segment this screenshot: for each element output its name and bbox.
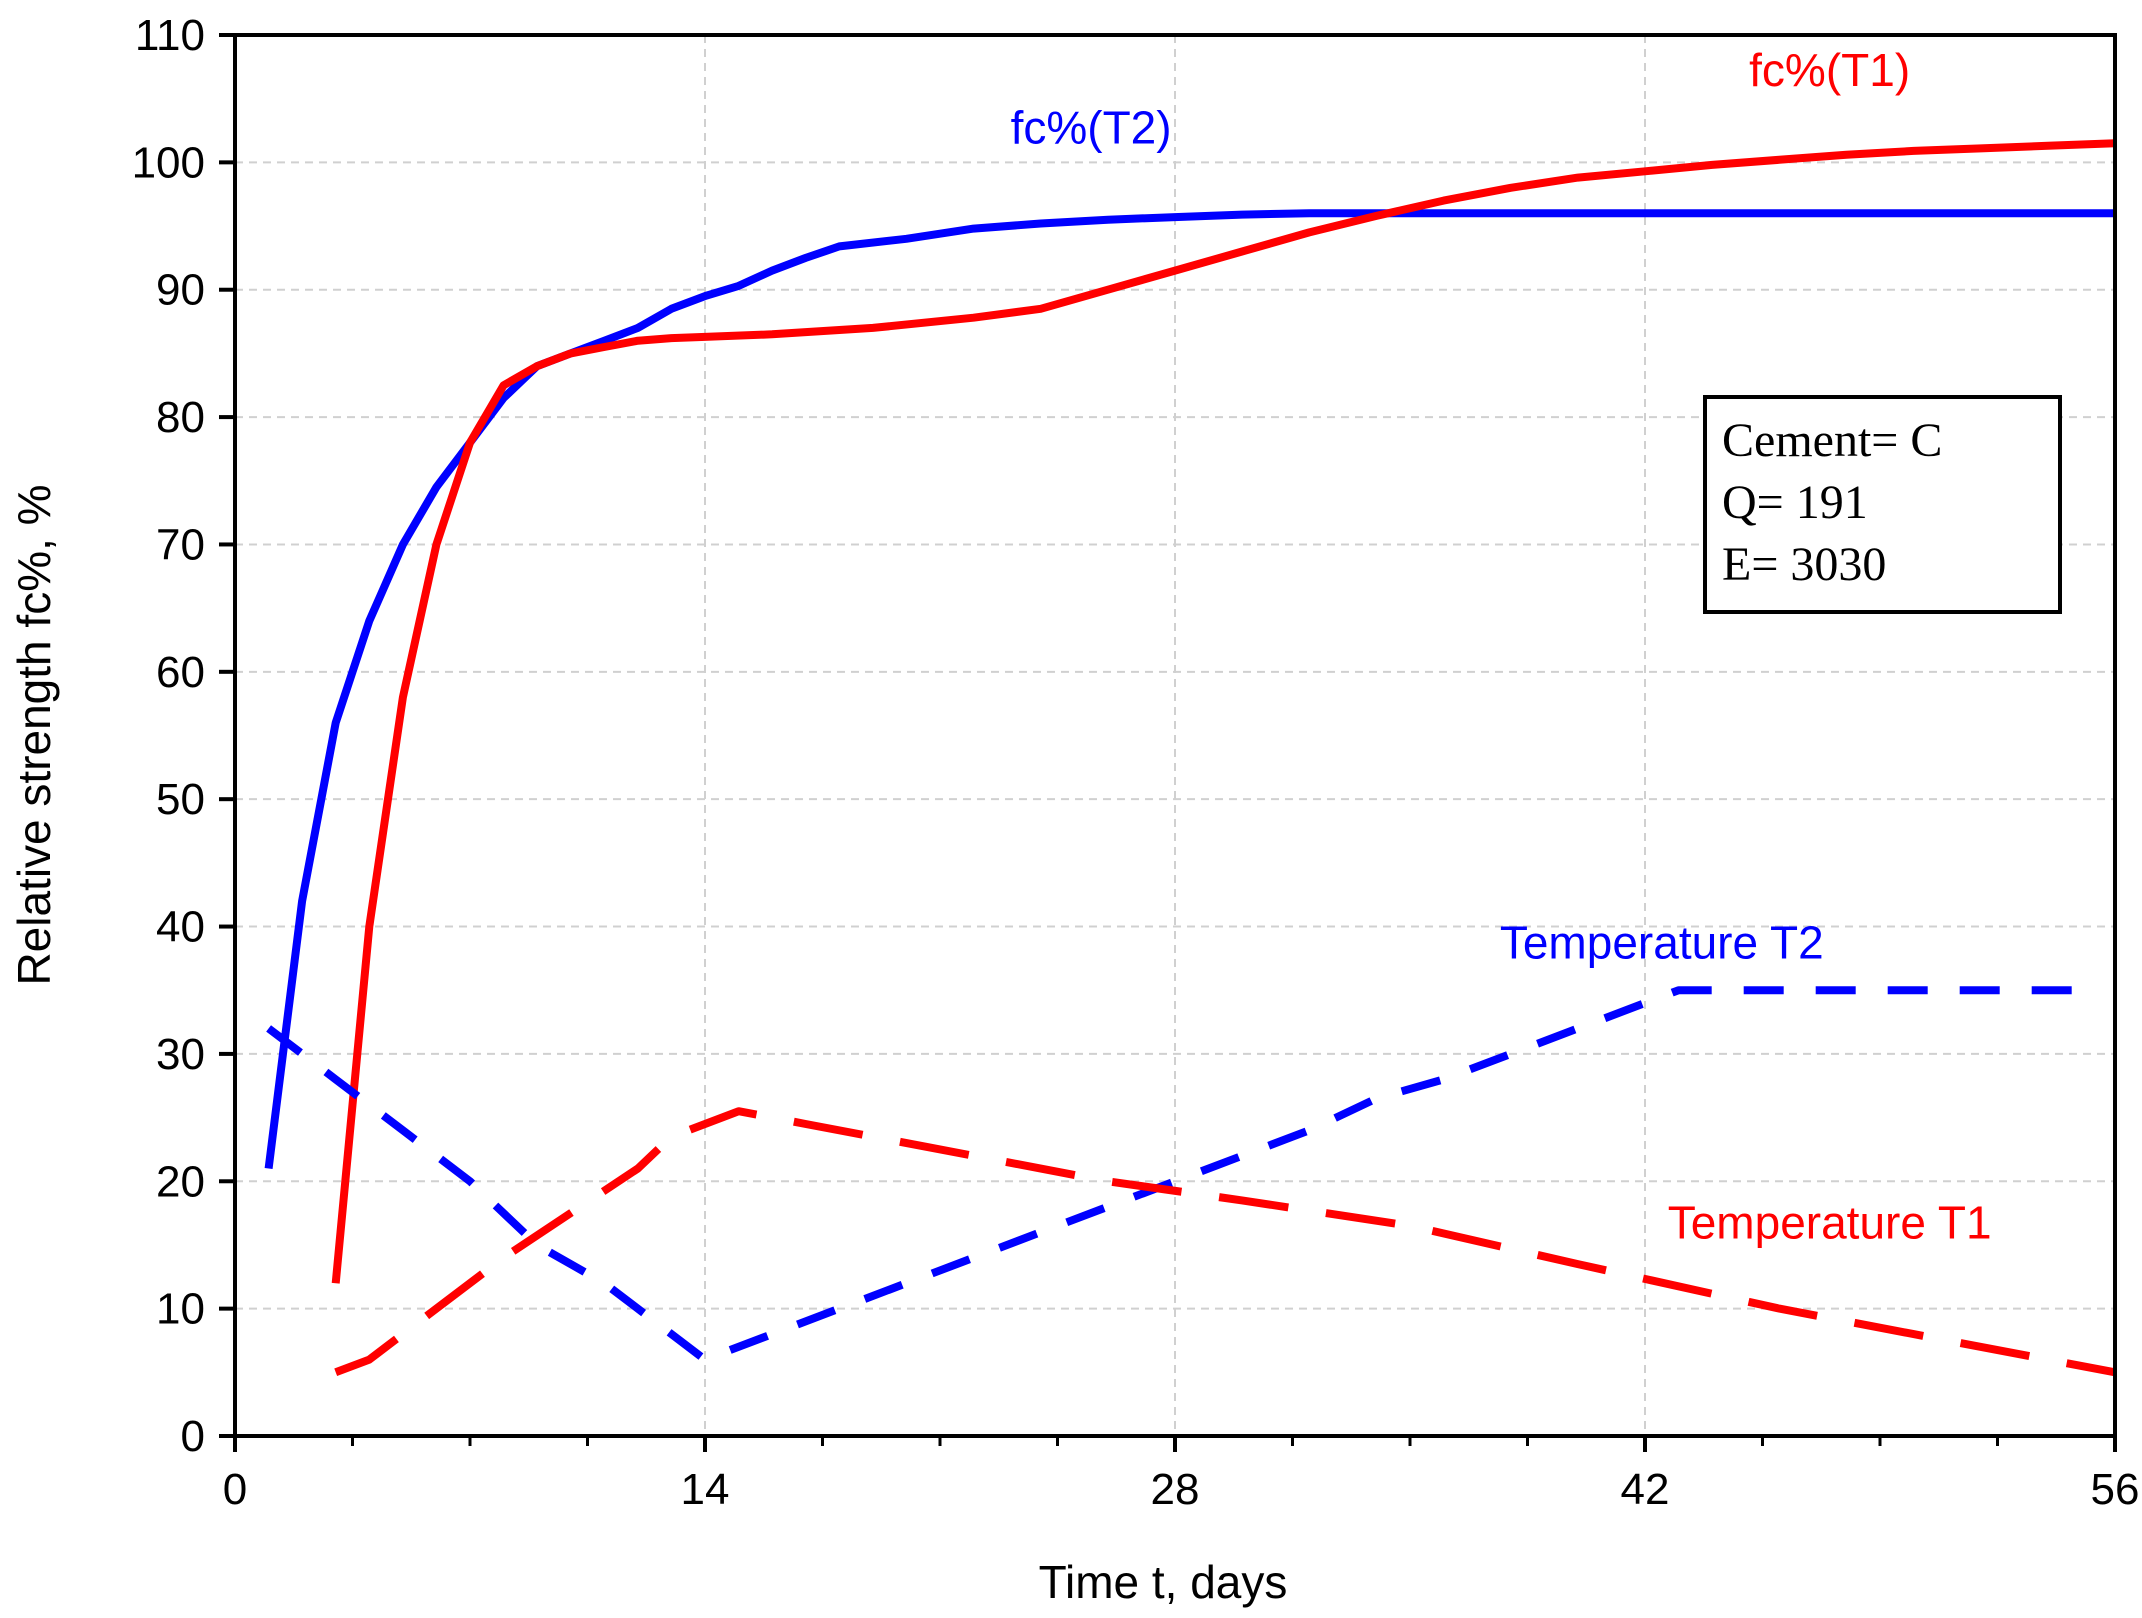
y-tick-label-40: 40 xyxy=(156,903,205,952)
y-tick-label-80: 80 xyxy=(156,393,205,442)
y-tick-label-30: 30 xyxy=(156,1030,205,1079)
y-tick-labels: 0 10 20 30 40 50 60 70 80 90 100 110 xyxy=(132,11,205,1461)
x-tick-label-0: 0 xyxy=(223,1465,247,1514)
y-tick-label-50: 50 xyxy=(156,775,205,824)
x-tick-labels: 0 14 28 42 56 xyxy=(223,1465,2140,1514)
x-axis-title: Time t, days xyxy=(1039,1556,1288,1608)
info-line-cement: Cement= C xyxy=(1722,414,1942,467)
info-line-q: Q= 191 xyxy=(1722,476,1868,529)
y-axis-title: Relative strength fc%, % xyxy=(8,484,60,985)
x-tick-label-28: 28 xyxy=(1151,1465,1200,1514)
label-temperature-t2: Temperature T2 xyxy=(1500,916,1824,968)
label-fc-t1: fc%(T1) xyxy=(1749,44,1910,96)
label-temperature-t1: Temperature T1 xyxy=(1668,1197,1992,1249)
y-tick-label-20: 20 xyxy=(156,1157,205,1206)
info-line-e: E= 3030 xyxy=(1722,538,1886,591)
y-tick-label-110: 110 xyxy=(135,11,205,60)
tick-marks xyxy=(219,33,2117,1452)
series-line-fc-t2 xyxy=(264,209,2115,1169)
y-tick-label-0: 0 xyxy=(181,1412,205,1461)
y-tick-label-100: 100 xyxy=(132,138,205,187)
x-tick-label-14: 14 xyxy=(681,1465,730,1514)
info-box-frame xyxy=(1703,395,2062,614)
y-tick-label-70: 70 xyxy=(156,520,205,569)
y-tick-label-10: 10 xyxy=(156,1285,205,1334)
y-tick-label-90: 90 xyxy=(156,266,205,315)
grid-lines xyxy=(235,35,2115,1436)
info-box: Cement= C Q= 191 E= 3030 xyxy=(1703,395,2062,614)
series-layer xyxy=(264,139,2116,1377)
y-tick-label-60: 60 xyxy=(156,648,205,697)
series-annotations: fc%(T2) fc%(T1) Temperature T2 Temperature … xyxy=(1011,44,1992,1249)
series-line-fc-t1 xyxy=(331,139,2116,1284)
x-tick-label-56: 56 xyxy=(2091,1465,2140,1514)
label-fc-t2: fc%(T2) xyxy=(1011,101,1172,153)
series-line-temperature-t2 xyxy=(266,986,2082,1364)
x-tick-label-42: 42 xyxy=(1621,1465,1670,1514)
series-line-temperature-t1 xyxy=(334,1107,2116,1377)
